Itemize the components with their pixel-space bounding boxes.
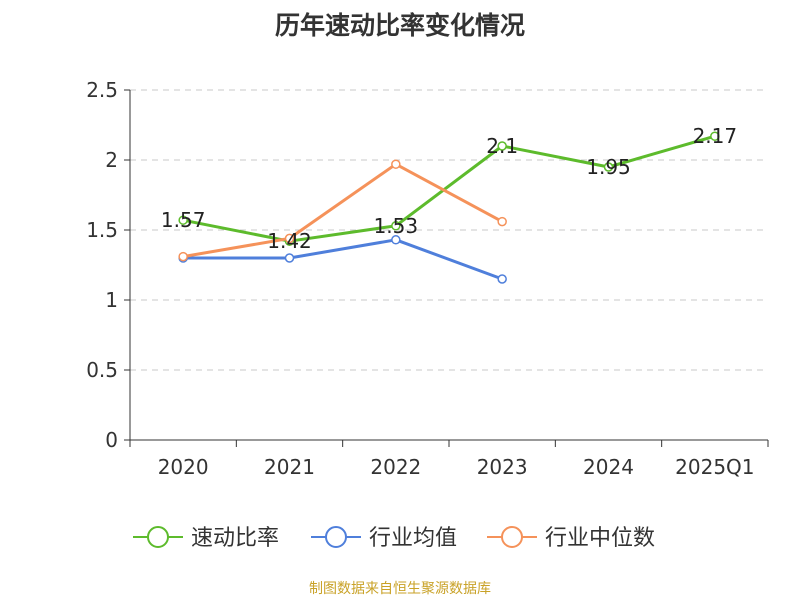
data-point: [497, 274, 507, 284]
series-layer: [178, 131, 720, 284]
legend-label: 行业中位数: [545, 526, 655, 551]
axis-layer: 0 0.5 1 1.5 2 2.5 2020 2021 2022 2023 2024 2025Q1: [86, 78, 769, 479]
legend-marker: [325, 526, 347, 548]
data-point: [710, 131, 720, 141]
series-line: [183, 238, 503, 281]
y-tick-label: 1: [105, 288, 118, 312]
legend: 速动比率 行业均值 行业中位数: [133, 526, 655, 551]
legend-marker: [501, 526, 523, 548]
data-point: [391, 221, 401, 231]
chart-title: 历年速动比率变化情况: [274, 11, 525, 40]
source-note: 制图数据来自恒生聚源数据库: [309, 581, 491, 597]
x-tick-label: 2025Q1: [675, 455, 754, 479]
data-point: [178, 215, 188, 225]
y-tick-label: 2.5: [86, 78, 118, 102]
series-line: [182, 162, 503, 259]
data-point: [284, 233, 295, 244]
legend-item: 速动比率: [133, 526, 279, 551]
x-tick-label: 2024: [583, 455, 634, 479]
x-tick-label: 2021: [264, 455, 315, 479]
data-point: [391, 159, 401, 169]
grid-layer: [130, 89, 768, 371]
y-tick-label: 2: [105, 148, 118, 172]
data-label: 1.42: [267, 229, 312, 253]
y-tick-label: 0: [105, 428, 118, 452]
y-tick-label: 1.5: [86, 218, 118, 242]
series-line: [182, 134, 716, 243]
data-label: 1.95: [586, 155, 631, 179]
legend-marker: [147, 526, 169, 548]
data-point: [391, 235, 401, 245]
x-tick-label: 2022: [370, 455, 421, 479]
legend-label: 速动比率: [191, 526, 279, 551]
data-point: [284, 253, 295, 263]
legend-label: 行业均值: [369, 526, 457, 551]
x-tick-label: 2023: [477, 455, 528, 479]
y-tick-label: 0.5: [86, 358, 118, 382]
data-point: [178, 251, 188, 262]
data-label-layer: 1.57 1.42 1.53 2.1 1.95 2.17: [161, 124, 737, 253]
data-label: 2.1: [486, 134, 518, 158]
data-label: 2.17: [693, 124, 738, 148]
data-label: 1.53: [374, 214, 419, 238]
x-tick-label: 2020: [158, 455, 209, 479]
data-point: [603, 162, 614, 172]
data-point: [497, 216, 507, 227]
data-point: [497, 141, 507, 151]
legend-item: 行业均值: [311, 526, 457, 551]
legend-item: 行业中位数: [487, 526, 655, 551]
data-label: 1.57: [161, 208, 206, 232]
